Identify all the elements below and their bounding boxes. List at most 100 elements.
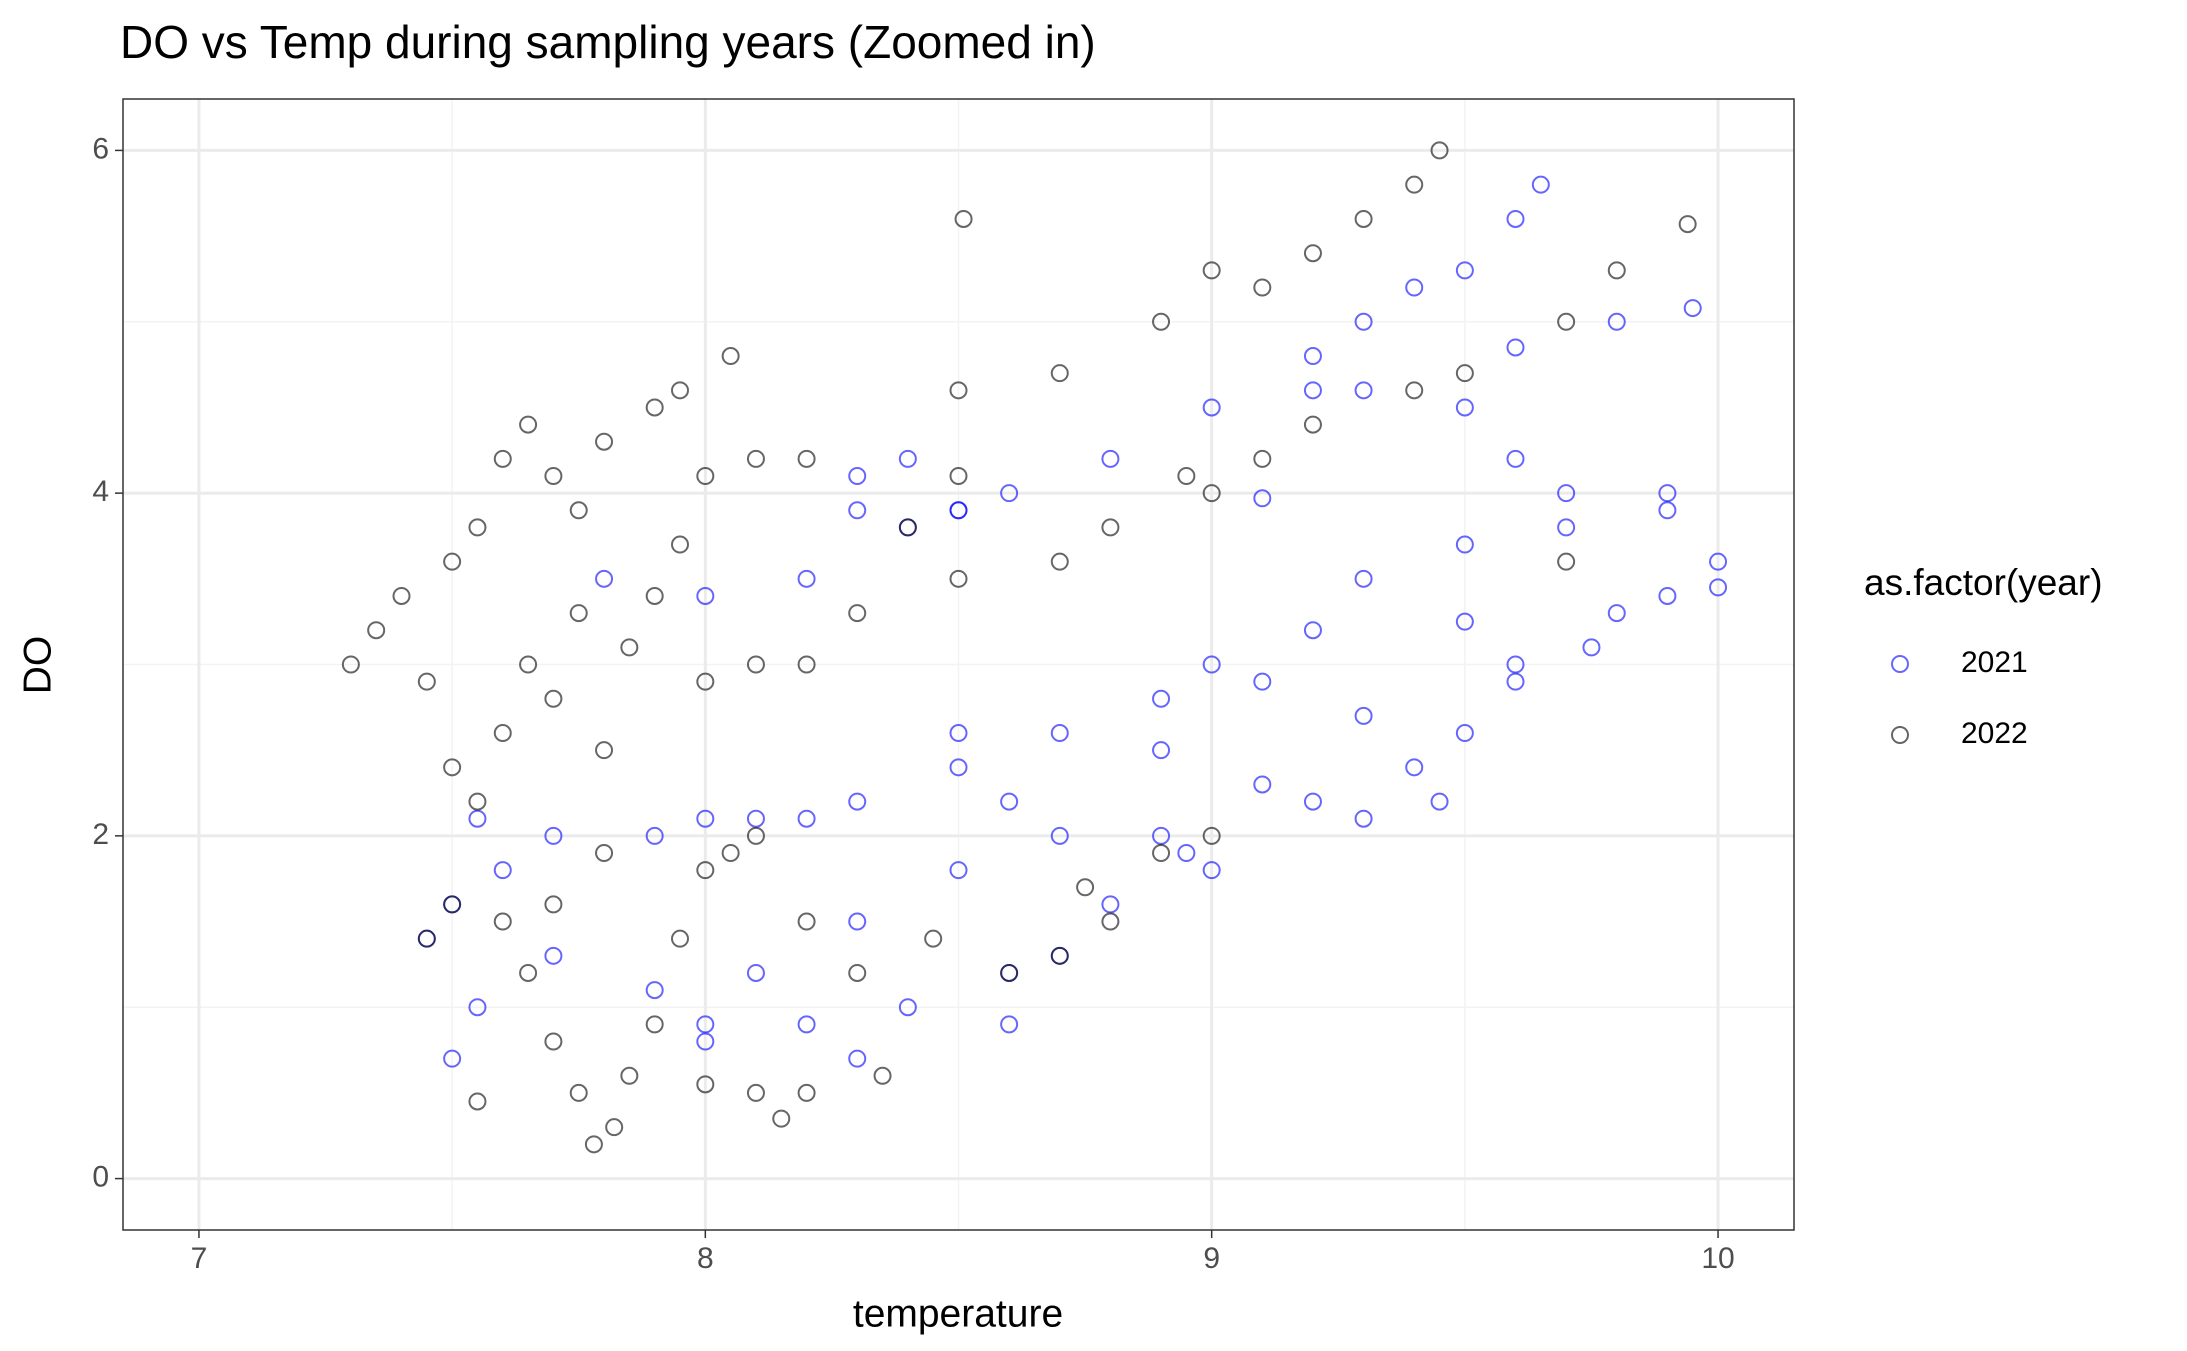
point: [696, 672, 715, 691]
point: [1607, 261, 1626, 280]
point: [1678, 215, 1697, 234]
point: [1455, 612, 1474, 631]
point: [1050, 826, 1069, 845]
point: [1506, 449, 1525, 468]
point: [341, 655, 360, 674]
point: [671, 381, 689, 400]
point: [1455, 535, 1474, 554]
point: [1557, 552, 1576, 571]
point: [443, 758, 462, 777]
point: [468, 1092, 487, 1111]
point: [696, 586, 715, 605]
point: [1405, 758, 1424, 777]
point: [1202, 484, 1221, 503]
x-tick-label: 10: [1701, 1242, 1734, 1275]
point: [1405, 278, 1424, 297]
point: [645, 398, 664, 417]
point: [519, 655, 538, 674]
point: [1050, 364, 1069, 383]
point: [1202, 261, 1221, 280]
point: [493, 861, 512, 880]
point: [1354, 381, 1373, 400]
point: [1253, 672, 1272, 691]
x-axis-label: temperature: [853, 1292, 1063, 1335]
point: [1658, 484, 1677, 503]
y-tick-label: 0: [92, 1161, 109, 1194]
point: [1000, 484, 1019, 503]
point: [1076, 878, 1095, 897]
point: [1202, 826, 1221, 845]
point: [797, 655, 816, 674]
point: [671, 535, 689, 554]
point: [1430, 141, 1449, 160]
point: [797, 1083, 816, 1102]
point: [1430, 792, 1449, 811]
point: [1354, 312, 1373, 331]
point: [797, 809, 816, 828]
point: [746, 963, 765, 982]
point: [746, 449, 765, 468]
point: [569, 604, 588, 623]
point: [1354, 569, 1373, 588]
legend-marker: [1891, 726, 1909, 744]
point: [595, 741, 614, 760]
point: [1303, 415, 1322, 434]
point: [898, 998, 917, 1017]
point: [1152, 689, 1171, 708]
point: [595, 844, 614, 862]
point: [1101, 895, 1120, 914]
point: [367, 621, 386, 640]
point: [1000, 963, 1019, 982]
point: [1000, 792, 1019, 811]
point: [544, 689, 563, 708]
point: [949, 758, 968, 777]
point: [746, 1083, 765, 1102]
point: [696, 861, 715, 880]
point: [1303, 381, 1322, 400]
y-tick-label: 4: [92, 475, 109, 508]
point: [696, 1015, 715, 1034]
point: [1455, 724, 1474, 743]
point: [696, 1075, 715, 1094]
point: [797, 449, 816, 468]
panel-border: [122, 98, 1795, 1231]
point: [1253, 489, 1272, 508]
point: [696, 467, 715, 485]
point: [797, 569, 816, 588]
x-tick-label: 8: [697, 1242, 714, 1275]
point: [1303, 347, 1322, 366]
point: [645, 981, 664, 1000]
point: [949, 569, 968, 588]
point: [1658, 501, 1677, 520]
point: [848, 604, 867, 623]
point: [493, 912, 512, 931]
point: [848, 467, 867, 485]
point: [1607, 312, 1626, 331]
point: [696, 809, 715, 828]
point: [1354, 209, 1373, 228]
legend-title: as.factor(year): [1864, 562, 2103, 603]
point: [620, 1066, 639, 1085]
point: [1455, 261, 1474, 280]
legend-label: 2021: [1961, 646, 2028, 679]
point: [949, 467, 968, 485]
y-tick-label: 2: [92, 818, 109, 851]
x-tick-label: 7: [191, 1242, 208, 1275]
point: [1455, 398, 1474, 417]
point: [1683, 299, 1702, 318]
legend-marker: [1891, 655, 1909, 673]
point: [848, 963, 867, 982]
point: [544, 1032, 563, 1051]
y-axis-label: DO: [16, 636, 59, 695]
point: [569, 1083, 588, 1102]
point: [1354, 809, 1373, 828]
point: [1354, 706, 1373, 725]
point: [493, 724, 512, 743]
point: [620, 638, 639, 657]
point: [443, 552, 462, 571]
point: [1202, 655, 1221, 674]
point: [696, 1032, 715, 1051]
point: [468, 809, 487, 828]
